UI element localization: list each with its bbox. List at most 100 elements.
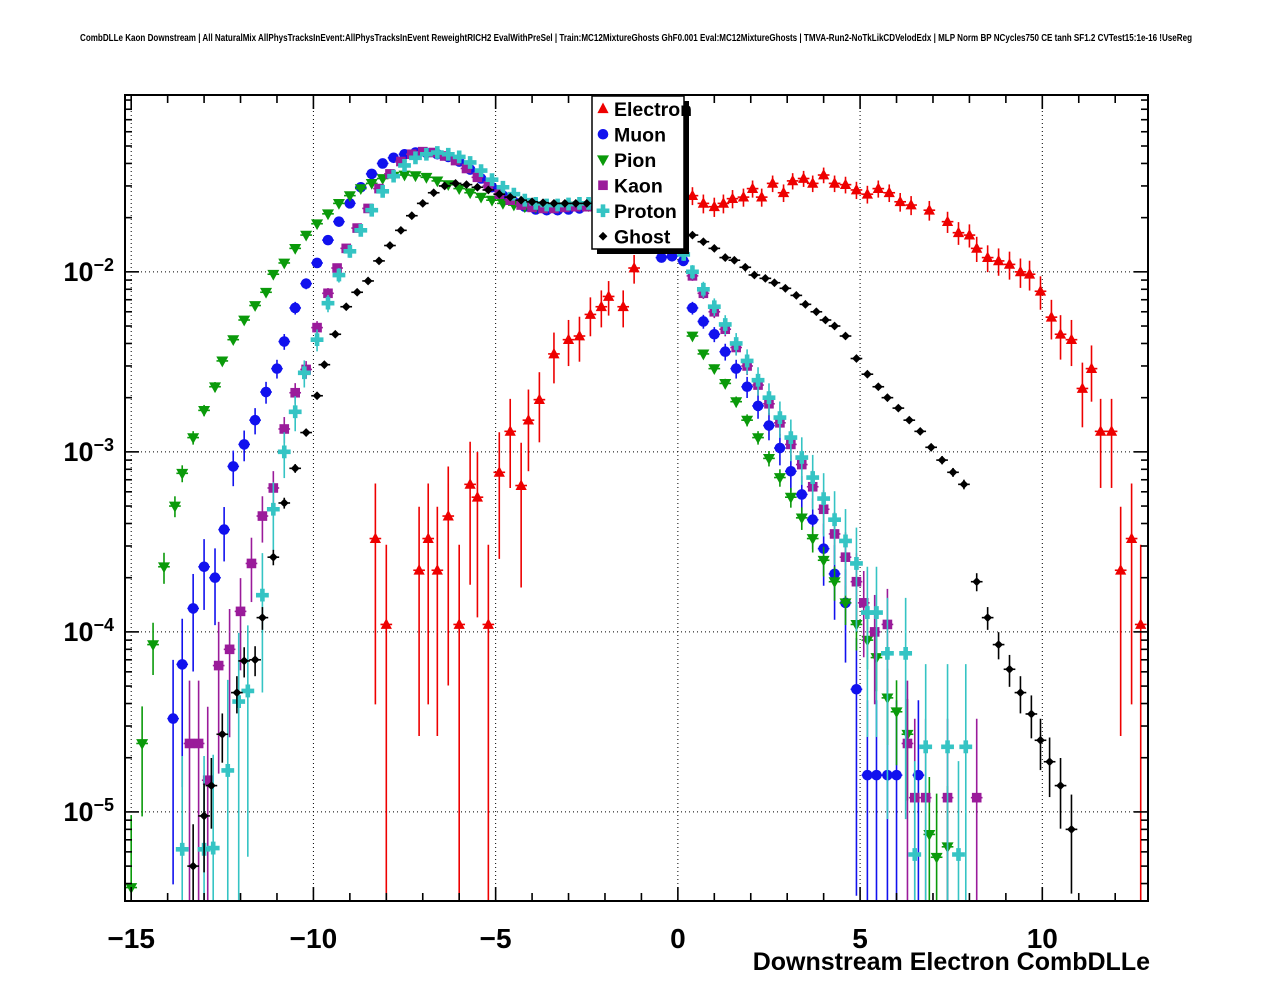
x-axis-tick-labels: −15 −10 −5 0 5 10 <box>107 923 1057 954</box>
data-point-marker <box>277 445 291 459</box>
data-point-marker <box>540 198 554 212</box>
data-point-marker <box>870 606 883 619</box>
data-point-marker <box>450 155 461 166</box>
data-point-marker <box>176 468 189 480</box>
data-point-marker <box>994 640 1003 649</box>
data-point-marker <box>311 219 324 231</box>
data-point-marker <box>461 163 472 174</box>
data-point-marker <box>941 215 954 227</box>
data-point-marker <box>522 413 535 425</box>
plot-frame <box>124 94 1149 902</box>
data-point-marker <box>1045 757 1054 767</box>
data-point-marker <box>198 561 210 573</box>
data-point-marker <box>893 403 903 413</box>
data-point-marker <box>677 247 691 261</box>
data-point-marker <box>451 178 460 188</box>
data-point-marker <box>266 502 280 516</box>
data-point-marker <box>828 577 841 589</box>
data-point-marker <box>321 209 334 221</box>
data-point-marker <box>441 147 455 161</box>
data-point-marker <box>352 287 362 297</box>
data-series-layer <box>125 146 1147 901</box>
data-point-marker <box>941 740 954 754</box>
data-point-marker <box>442 509 454 521</box>
data-point-marker <box>374 256 384 266</box>
data-point-marker <box>817 555 830 567</box>
data-point-marker <box>482 618 494 629</box>
data-point-marker <box>1056 781 1065 791</box>
data-point-marker <box>257 613 267 623</box>
data-point-marker <box>1076 382 1088 393</box>
data-point-marker <box>1095 425 1107 436</box>
data-point-marker <box>227 461 239 472</box>
data-point-marker <box>473 182 482 192</box>
data-point-marker <box>709 328 720 340</box>
data-point-marker <box>239 656 249 666</box>
data-point-marker <box>952 226 965 238</box>
data-point-marker <box>198 405 211 417</box>
data-point-marker <box>696 282 710 296</box>
data-point-marker <box>603 290 615 301</box>
data-point-marker <box>418 198 428 208</box>
data-point-marker <box>472 172 483 183</box>
data-point-marker <box>330 329 340 339</box>
data-point-marker <box>777 186 790 198</box>
data-point-marker <box>515 479 527 490</box>
data-point-marker <box>431 176 444 188</box>
data-point-marker <box>861 187 873 199</box>
data-point-marker <box>762 391 776 405</box>
data-point-marker <box>751 373 765 387</box>
data-point-marker <box>573 329 586 341</box>
data-point-marker <box>1065 333 1078 345</box>
data-point-marker <box>841 331 850 341</box>
data-point-marker <box>440 181 450 191</box>
data-point-marker <box>760 273 770 283</box>
data-point-marker <box>341 243 352 254</box>
data-point-marker <box>365 178 378 190</box>
data-point-marker <box>343 244 357 258</box>
data-point-marker <box>617 300 629 312</box>
data-point-marker <box>560 198 570 208</box>
data-point-marker <box>471 490 484 502</box>
data-point-marker <box>741 415 754 427</box>
data-point-marker <box>341 302 351 312</box>
data-point-marker <box>746 182 759 193</box>
data-point-marker <box>1016 688 1025 698</box>
data-point-marker <box>238 439 250 450</box>
data-point-marker <box>551 198 564 212</box>
data-point-marker <box>796 489 808 500</box>
data-point-marker <box>597 102 609 114</box>
data-point-marker <box>474 164 488 178</box>
data-point-marker <box>1125 532 1138 543</box>
data-point-marker <box>963 228 976 240</box>
data-point-marker <box>279 498 289 508</box>
data-point-marker <box>773 411 787 424</box>
data-point-marker <box>409 151 422 165</box>
data-point-marker <box>507 187 521 201</box>
data-point-marker <box>184 738 195 749</box>
data-point-marker <box>217 729 227 739</box>
data-point-marker <box>807 177 819 188</box>
data-point-marker <box>923 203 935 215</box>
data-point-marker <box>972 577 982 587</box>
data-point-marker <box>257 511 268 521</box>
data-point-marker <box>717 197 730 208</box>
data-point-marker <box>767 177 779 188</box>
data-point-marker <box>811 307 821 317</box>
data-point-marker <box>462 180 471 190</box>
data-point-marker <box>1023 268 1036 279</box>
data-point-marker <box>737 190 750 202</box>
data-point-marker <box>312 322 322 333</box>
data-point-marker <box>913 769 924 781</box>
data-point-marker <box>396 225 406 235</box>
data-point-marker <box>300 230 313 242</box>
data-point-marker <box>310 333 324 347</box>
x-tick-label: 10 <box>1027 923 1058 954</box>
data-point-marker <box>795 451 809 464</box>
data-point-marker <box>527 197 537 207</box>
x-tick-label: −5 <box>480 923 512 954</box>
data-point-marker <box>919 740 933 754</box>
data-point-marker <box>485 173 499 187</box>
data-point-marker <box>774 442 786 454</box>
